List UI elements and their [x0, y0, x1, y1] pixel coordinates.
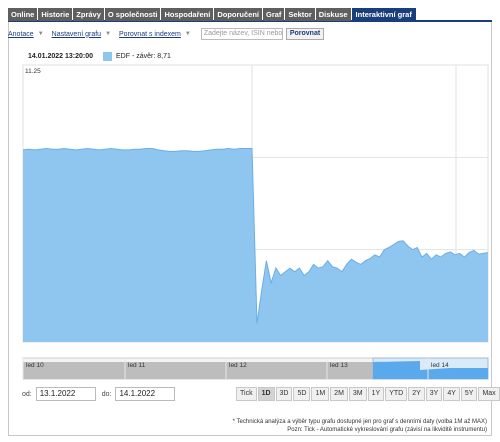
- navigator-history-area: [23, 362, 373, 379]
- navigator-label: led 14: [431, 362, 449, 369]
- tab-online[interactable]: Online: [8, 8, 38, 21]
- period-buttons: Tick 1D 3D 5D 1M 2M 3M 1Y YTD 2Y 3Y 4Y 5Y Max: [236, 387, 500, 401]
- period-button-ytd[interactable]: YTD: [385, 387, 408, 401]
- legend-swatch: [103, 51, 112, 61]
- tab-zprávy[interactable]: Zprávy: [73, 8, 104, 21]
- from-date-input[interactable]: 13.1.2022: [35, 387, 96, 401]
- period-button-1d[interactable]: 1D: [257, 387, 275, 401]
- compare-search-input[interactable]: Zadejte název, ISIN nebo: [200, 28, 283, 40]
- navigator-label: led 11: [128, 362, 146, 369]
- footnote-technical: * Technická analýza a výběr typu grafu d…: [232, 419, 487, 425]
- period-button-3y[interactable]: 3Y: [425, 387, 443, 401]
- period-button-5d[interactable]: 5D: [293, 387, 311, 401]
- legend-datetime: 14.01.2022 13:20:00: [28, 52, 93, 60]
- series-line: [22, 147, 489, 324]
- legend-series-label: EDF - závěr: 8,71: [116, 52, 171, 60]
- tab-o-společnosti[interactable]: O společnosti: [104, 8, 161, 21]
- period-button-2y[interactable]: 2Y: [408, 387, 425, 401]
- series-area: [23, 148, 488, 342]
- period-button-2m[interactable]: 2M: [330, 387, 348, 401]
- content-panel: [8, 22, 492, 436]
- navigator-label: led 12: [229, 362, 247, 369]
- footnote-tick: Pozn: Tick - Automatické vykreslování gr…: [287, 427, 487, 433]
- chevron-down-icon[interactable]: ▼: [184, 31, 191, 37]
- tab-diskuse[interactable]: Diskuse: [315, 8, 351, 21]
- chart-settings-link[interactable]: Nastavení grafu: [51, 30, 102, 38]
- annotations-link[interactable]: Anotace: [8, 30, 34, 38]
- navigator-label: led 13: [330, 362, 348, 369]
- period-button-max[interactable]: Max: [478, 387, 500, 401]
- period-button-3d[interactable]: 3D: [275, 387, 293, 401]
- to-label: do:: [101, 390, 112, 398]
- date-range: od: 13.1.2022 do: 14.1.2022: [22, 387, 490, 401]
- tab-hospodaření[interactable]: Hospodaření: [161, 8, 214, 21]
- from-label: od:: [22, 390, 32, 398]
- navigator-label: led 10: [26, 362, 44, 369]
- compare-button[interactable]: Porovnat: [285, 28, 325, 40]
- period-button-1m[interactable]: 1M: [311, 387, 330, 401]
- period-button-5y[interactable]: 5Y: [460, 387, 478, 401]
- chevron-down-icon[interactable]: ▼: [37, 31, 44, 37]
- to-date-input[interactable]: 14.1.2022: [115, 387, 176, 401]
- y-tick-label: 11.25: [25, 68, 41, 75]
- tab-sektor[interactable]: Sektor: [285, 8, 315, 21]
- tab-graf[interactable]: Graf: [263, 8, 285, 21]
- period-button-tick[interactable]: Tick: [236, 387, 257, 401]
- navigator-selected-area: [373, 361, 420, 379]
- tab-doporučení[interactable]: Doporučení: [214, 8, 262, 21]
- chart-toolbar: Anotace ▼ Nastavení grafu ▼ Porovnat s i…: [8, 28, 488, 40]
- period-button-1y[interactable]: 1Y: [367, 387, 385, 401]
- chart-legend: 14.01.2022 13:20:00 EDF - závěr: 8,71: [28, 51, 171, 61]
- chevron-down-icon[interactable]: ▼: [105, 31, 112, 37]
- tab-historie[interactable]: Historie: [38, 8, 73, 21]
- footnotes: * Technická analýza a výběr typu grafu d…: [233, 418, 487, 434]
- tab-bar: Online Historie Zprávy O společnosti Hospoda…: [8, 8, 492, 22]
- period-button-4y[interactable]: 4Y: [443, 387, 460, 401]
- navigator-selected-area: [420, 368, 488, 379]
- compare-index-link[interactable]: Porovnat s indexem: [119, 30, 181, 38]
- tab-interaktivní-graf[interactable]: Interaktivní graf: [351, 8, 416, 21]
- period-button-3m[interactable]: 3M: [348, 387, 367, 401]
